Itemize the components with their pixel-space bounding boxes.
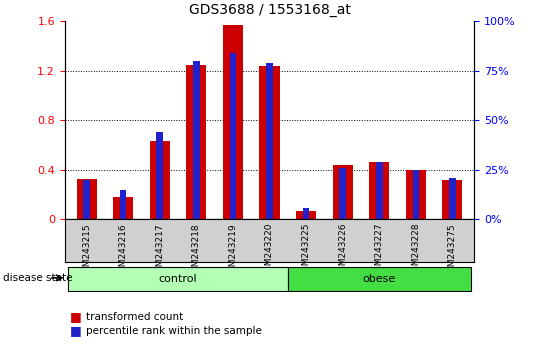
Bar xyxy=(340,168,346,219)
Text: GSM243228: GSM243228 xyxy=(411,223,420,278)
Text: ■: ■ xyxy=(70,325,82,337)
Bar xyxy=(303,207,309,219)
Bar xyxy=(113,197,133,219)
Text: percentile rank within the sample: percentile rank within the sample xyxy=(86,326,262,336)
Bar xyxy=(77,178,96,219)
Text: obese: obese xyxy=(363,274,396,284)
Bar xyxy=(193,61,199,219)
Bar xyxy=(288,267,471,291)
Text: GSM243216: GSM243216 xyxy=(119,223,128,278)
Bar xyxy=(412,170,419,219)
Bar xyxy=(296,211,316,219)
Bar xyxy=(156,132,163,219)
Text: GSM243218: GSM243218 xyxy=(192,223,201,278)
Bar xyxy=(84,180,90,219)
Text: transformed count: transformed count xyxy=(86,312,183,322)
Bar xyxy=(186,64,206,219)
Text: GSM243225: GSM243225 xyxy=(302,223,310,278)
Text: ■: ■ xyxy=(70,310,82,323)
Text: GSM243275: GSM243275 xyxy=(448,223,457,278)
Bar xyxy=(266,63,273,219)
Bar xyxy=(230,53,236,219)
Bar xyxy=(449,178,455,219)
Bar xyxy=(443,180,462,219)
Text: GSM243219: GSM243219 xyxy=(229,223,237,278)
Text: control: control xyxy=(159,274,197,284)
Text: GSM243226: GSM243226 xyxy=(338,223,347,278)
Bar xyxy=(333,165,353,219)
Bar xyxy=(120,190,127,219)
Title: GDS3688 / 1553168_at: GDS3688 / 1553168_at xyxy=(189,4,350,17)
Text: GSM243220: GSM243220 xyxy=(265,223,274,278)
Bar xyxy=(259,66,280,219)
Text: GSM243227: GSM243227 xyxy=(375,223,384,278)
Text: disease state: disease state xyxy=(3,273,72,283)
Bar xyxy=(376,162,383,219)
Bar xyxy=(223,25,243,219)
Text: GSM243217: GSM243217 xyxy=(155,223,164,278)
Bar xyxy=(406,170,426,219)
Text: GSM243215: GSM243215 xyxy=(82,223,91,278)
Bar xyxy=(68,267,288,291)
Bar xyxy=(369,162,389,219)
Bar xyxy=(150,141,170,219)
